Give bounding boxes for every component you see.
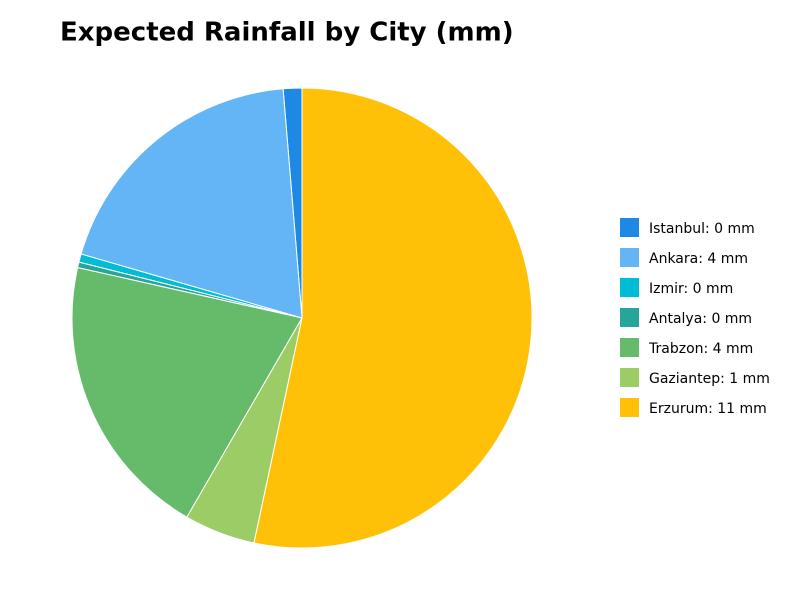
- legend-label: Ankara: 4 mm: [649, 251, 748, 267]
- chart-title: Expected Rainfall by City (mm): [60, 18, 514, 48]
- legend-label: Izmir: 0 mm: [649, 281, 733, 297]
- legend-swatch: [620, 278, 639, 297]
- pie-slice: [71, 267, 303, 518]
- legend-swatch: [620, 218, 639, 237]
- legend-swatch: [620, 338, 639, 357]
- legend-swatch: [620, 248, 639, 267]
- legend-swatch: [620, 398, 639, 417]
- pie-slice: [253, 87, 533, 549]
- legend-swatch: [620, 368, 639, 387]
- legend-label: Erzurum: 11 mm: [649, 401, 767, 417]
- legend-label: Trabzon: 4 mm: [648, 341, 753, 357]
- legend-label: Antalya: 0 mm: [649, 311, 752, 327]
- legend-swatch: [620, 308, 639, 327]
- pie-slice: [80, 88, 303, 319]
- legend-label: Gaziantep: 1 mm: [649, 371, 770, 387]
- legend-label: Istanbul: 0 mm: [649, 221, 755, 237]
